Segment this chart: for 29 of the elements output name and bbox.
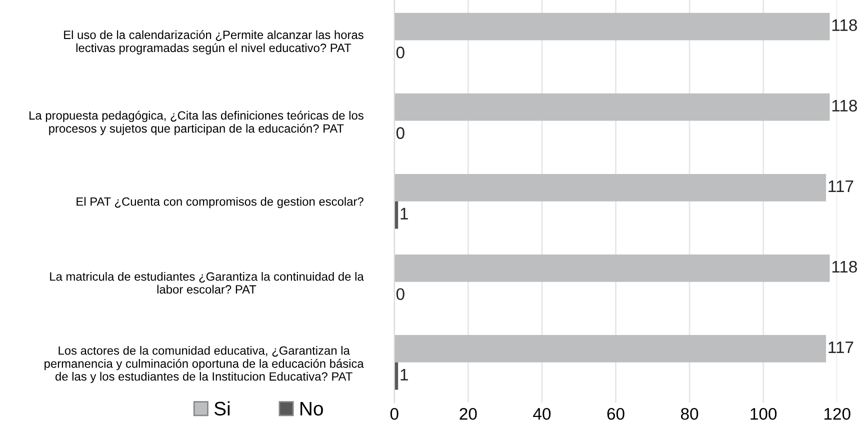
y-tick-label: El uso de la calendarización ¿Permite alcanzar las horas lectivas programadas según el nivel educativo? PAT <box>64 30 364 54</box>
x-tick-label: 40 <box>533 408 551 420</box>
data-label: 1 <box>400 208 408 220</box>
data-label: 118 <box>832 100 857 112</box>
data-label: 117 <box>828 180 854 192</box>
x-tick-label: 20 <box>460 408 477 420</box>
bar <box>394 335 826 362</box>
data-label: 117 <box>828 342 854 354</box>
y-tick-label: La propuesta pedagógica, ¿Cita las definiciones teóricas de los procesos y sujetos que participan de la educación? PAT <box>30 110 364 136</box>
data-label: 0 <box>396 46 404 58</box>
x-tick-label: 100 <box>750 408 777 420</box>
x-tick-label: 60 <box>607 408 624 420</box>
x-tick-label: 0 <box>390 408 398 420</box>
data-label: 1 <box>400 368 408 380</box>
data-label: 0 <box>396 288 404 300</box>
data-label: 118 <box>832 19 857 32</box>
data-label: 0 <box>396 127 404 139</box>
y-tick-label: El PAT ¿Cuenta con compromisos de gestion escolar? <box>76 197 364 208</box>
x-tick-label: 120 <box>824 408 850 420</box>
x-tick-label: 80 <box>680 408 698 420</box>
data-label: 118 <box>832 260 857 273</box>
y-tick-label: La matricula de estudiantes ¿Garantiza la continuidad de la labor escolar? PAT <box>50 272 364 294</box>
bar <box>394 174 826 202</box>
bar <box>394 93 830 121</box>
bar <box>394 254 830 282</box>
y-tick-label: Los actores de la comunidad educativa, ¿Garantizan la permanencia y culminación oportuna de la educación básica de las y los estudiantes de la Institucion Educativa? PAT <box>44 346 364 384</box>
legend-label: Si <box>214 401 230 416</box>
bar <box>394 12 830 40</box>
legend-label: No <box>300 402 323 416</box>
